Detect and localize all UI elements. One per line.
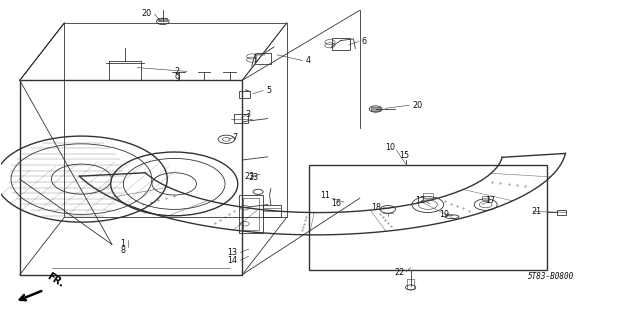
Bar xyxy=(309,165,547,270)
Text: 17: 17 xyxy=(485,196,495,205)
Text: 4: 4 xyxy=(306,56,311,65)
Text: 9: 9 xyxy=(175,74,180,83)
Text: 11: 11 xyxy=(320,191,330,200)
Text: 3: 3 xyxy=(245,110,250,119)
Bar xyxy=(371,107,380,111)
Text: 16: 16 xyxy=(331,198,341,207)
Text: 20: 20 xyxy=(142,9,152,18)
Bar xyxy=(243,198,259,230)
Text: 7: 7 xyxy=(233,132,238,141)
Bar xyxy=(557,210,566,215)
Text: 21: 21 xyxy=(531,207,541,216)
Text: 2: 2 xyxy=(175,67,180,76)
Text: 12: 12 xyxy=(415,196,426,205)
Text: 13: 13 xyxy=(227,248,237,257)
Bar xyxy=(255,53,271,64)
Text: 23: 23 xyxy=(248,173,258,182)
Text: 20: 20 xyxy=(413,101,423,110)
Text: 19: 19 xyxy=(439,210,449,219)
Text: 14: 14 xyxy=(227,256,237,265)
Text: 1: 1 xyxy=(120,239,125,248)
Bar xyxy=(239,91,250,98)
Text: 5: 5 xyxy=(266,86,271,95)
Bar xyxy=(20,80,242,275)
Bar xyxy=(64,23,287,217)
Bar xyxy=(423,193,433,197)
Text: 18: 18 xyxy=(371,203,381,212)
Bar xyxy=(263,204,281,217)
Text: FR.: FR. xyxy=(45,271,66,289)
Bar xyxy=(159,18,168,21)
Text: 15: 15 xyxy=(399,151,410,160)
Bar xyxy=(408,279,414,289)
Text: 22: 22 xyxy=(394,268,404,277)
Text: 8: 8 xyxy=(120,246,125,255)
Text: 23: 23 xyxy=(245,172,255,181)
Bar xyxy=(239,195,263,233)
Bar xyxy=(234,114,248,123)
Text: 5T83-B0800: 5T83-B0800 xyxy=(528,272,575,281)
Bar xyxy=(333,38,350,50)
Bar xyxy=(482,196,489,200)
Text: 10: 10 xyxy=(385,143,395,152)
Text: 6: 6 xyxy=(362,37,367,46)
